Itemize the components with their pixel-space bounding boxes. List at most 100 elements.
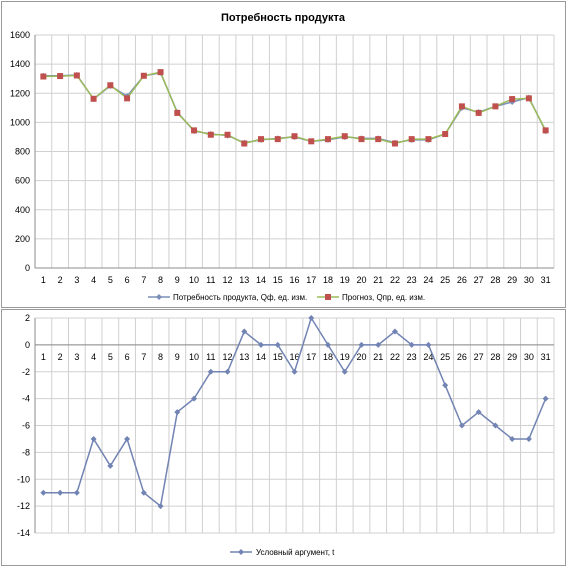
y-tick-label: 1000 [10, 117, 30, 127]
x-tick-label: 6 [125, 275, 130, 285]
x-tick-label: 3 [74, 275, 79, 285]
x-tick-label: 23 [407, 275, 417, 285]
y-tick-label: 2 [25, 313, 30, 323]
forecast-series-point [391, 140, 398, 147]
x-tick-label: 24 [423, 275, 433, 285]
x-tick-label: 13 [239, 352, 249, 362]
argument-series-point [492, 422, 499, 429]
argument-series-point [442, 382, 449, 389]
x-tick-label: 29 [507, 275, 517, 285]
forecast-series-point [425, 136, 432, 143]
x-tick-label: 14 [256, 352, 266, 362]
x-tick-label: 7 [141, 352, 146, 362]
x-tick-label: 22 [390, 352, 400, 362]
x-tick-label: 10 [189, 275, 199, 285]
x-tick-label: 15 [273, 275, 283, 285]
argument-series-point [207, 368, 214, 375]
forecast-series-point [375, 136, 382, 143]
forecast-series-point [475, 109, 482, 116]
y-tick-label: 0 [25, 340, 30, 350]
forecast-series-point [90, 95, 97, 102]
forecast-series-point [509, 96, 516, 103]
y-tick-label: 600 [15, 176, 30, 186]
argument-series-point [274, 341, 281, 348]
argument-series-point [90, 435, 97, 442]
x-tick-label: 1 [41, 352, 46, 362]
forecast-series-point [124, 95, 131, 102]
argument-series-point [509, 435, 516, 442]
y-tick-label: 200 [15, 234, 30, 244]
y-tick-label: -6 [22, 421, 30, 431]
x-tick-label: 9 [175, 352, 180, 362]
x-tick-label: 30 [524, 352, 534, 362]
forecast-series-point [408, 136, 415, 143]
forecast-series-point [140, 72, 147, 79]
x-tick-label: 18 [323, 352, 333, 362]
x-tick-label: 5 [108, 352, 113, 362]
x-tick-label: 30 [524, 275, 534, 285]
x-tick-label: 5 [108, 275, 113, 285]
y-tick-label: -14 [17, 528, 30, 538]
y-tick-label: 400 [15, 205, 30, 215]
x-tick-label: 11 [206, 352, 215, 362]
x-tick-label: 19 [340, 352, 350, 362]
argument-series-point [73, 489, 80, 496]
x-tick-label: 2 [58, 275, 63, 285]
forecast-series-point [174, 109, 181, 116]
argument-series-point [375, 341, 382, 348]
argument-series-point [107, 462, 114, 469]
argument-series-point [391, 328, 398, 335]
legend-forecast-label: Прогноз, Qпр, ед. изм. [342, 293, 425, 302]
forecast-series-point [525, 95, 532, 102]
x-tick-label: 11 [206, 275, 215, 285]
x-tick-label: 25 [440, 275, 450, 285]
x-tick-label: 16 [289, 352, 299, 362]
legend-argument-label: Условный аргумент, t [256, 548, 335, 557]
x-tick-label: 12 [223, 275, 233, 285]
x-tick-label: 26 [457, 275, 467, 285]
forecast-series-point [73, 72, 80, 79]
x-tick-label: 8 [158, 275, 163, 285]
y-tick-label: -4 [22, 394, 30, 404]
legend-actual-marker [156, 294, 162, 300]
x-tick-label: 10 [189, 352, 199, 362]
argument-series-point [241, 328, 248, 335]
forecast-series-point [207, 131, 214, 138]
x-tick-label: 17 [306, 275, 316, 285]
forecast-series-point [308, 138, 315, 145]
argument-series-point [542, 395, 549, 402]
chart-argument-legend: Условный аргумент, t [230, 548, 335, 557]
chart-demand-panel [1, 1, 566, 308]
argument-series-point [525, 435, 532, 442]
argument-series-point [425, 341, 432, 348]
x-tick-label: 8 [158, 352, 163, 362]
forecast-series-point [107, 82, 114, 89]
x-tick-label: 31 [541, 275, 551, 285]
x-tick-label: 21 [373, 275, 383, 285]
x-tick-label: 27 [474, 275, 484, 285]
forecast-series-point [157, 69, 164, 76]
argument-series-point [224, 368, 231, 375]
chart-argument-panel [1, 309, 566, 566]
y-tick-label: -8 [22, 447, 30, 457]
argument-series-point [475, 409, 482, 416]
forecast-series-point [274, 136, 281, 143]
argument-series-point [308, 315, 315, 321]
x-tick-label: 7 [141, 275, 146, 285]
argument-series-point [358, 341, 365, 348]
x-tick-label: 9 [175, 275, 180, 285]
forecast-series-point [358, 136, 365, 143]
x-tick-label: 13 [239, 275, 249, 285]
x-tick-label: 26 [457, 352, 467, 362]
argument-series-point [341, 368, 348, 375]
forecast-series-point [324, 136, 331, 143]
x-tick-label: 2 [58, 352, 63, 362]
forecast-series-point [341, 133, 348, 140]
y-tick-label: 1200 [10, 88, 30, 98]
x-tick-label: 25 [440, 352, 450, 362]
forecast-series-point [258, 136, 265, 143]
forecast-series-point [191, 127, 198, 134]
x-tick-label: 27 [474, 352, 484, 362]
y-tick-label: -12 [17, 501, 30, 511]
